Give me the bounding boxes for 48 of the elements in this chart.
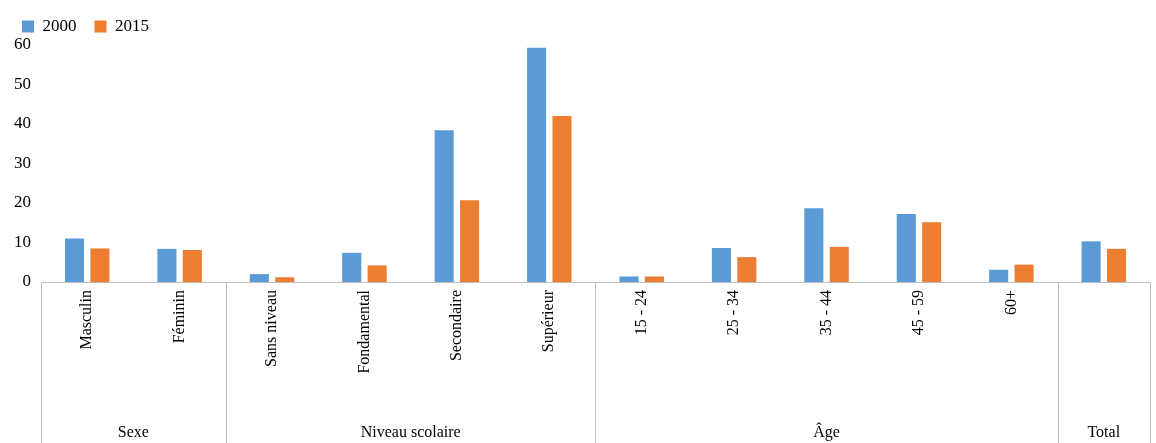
bar	[989, 269, 1009, 282]
bar	[157, 248, 177, 282]
x-tick-label: 15 - 24	[631, 290, 649, 336]
bar	[64, 238, 85, 282]
x-tick-label: Supérieur	[539, 289, 558, 353]
y-tick-label: 40	[14, 113, 31, 133]
x-tick-label: 25 - 34	[724, 290, 742, 336]
text: Sexe	[117, 423, 149, 441]
bar	[896, 214, 916, 282]
y-tick-label: 10	[14, 231, 31, 251]
x-tick-label: Secondaire	[447, 290, 465, 362]
bar	[922, 222, 942, 282]
bar	[342, 252, 362, 282]
bar	[804, 208, 824, 282]
text: Âge	[813, 422, 840, 442]
y-tick-label: 60	[14, 34, 31, 54]
bar	[460, 200, 480, 282]
y-tick-label: 30	[14, 152, 31, 172]
bar	[182, 250, 202, 282]
legend-label: 2000	[42, 15, 77, 35]
x-tick-label: Masculin	[77, 290, 95, 350]
bar	[434, 130, 454, 282]
bar	[249, 274, 269, 282]
text: Niveau scolaire	[360, 423, 461, 441]
y-tick-label: 50	[14, 73, 31, 93]
x-tick-label: 60+	[1001, 290, 1019, 316]
bar	[1106, 248, 1127, 282]
bar	[829, 246, 849, 282]
bar	[527, 47, 547, 282]
x-tick-label: Fondamental	[354, 289, 372, 374]
legend-label: 2015	[115, 15, 149, 35]
bar	[367, 265, 387, 282]
bar	[275, 277, 295, 282]
bar	[711, 248, 731, 282]
x-tick-label: Féminin	[169, 290, 187, 344]
x-tick-label: Sans niveau	[262, 290, 280, 367]
bar	[737, 257, 757, 282]
bar	[644, 276, 664, 282]
bar	[90, 248, 110, 282]
y-tick-label: 20	[14, 192, 31, 212]
bar	[1014, 264, 1034, 282]
x-tick-label: 35 - 44	[816, 290, 834, 336]
x-tick-label: 45 - 59	[909, 290, 927, 336]
bar	[1081, 241, 1101, 282]
bar	[552, 116, 572, 282]
bar	[619, 276, 639, 282]
text: Total	[1087, 423, 1121, 441]
y-tick-label: 0	[22, 271, 31, 291]
